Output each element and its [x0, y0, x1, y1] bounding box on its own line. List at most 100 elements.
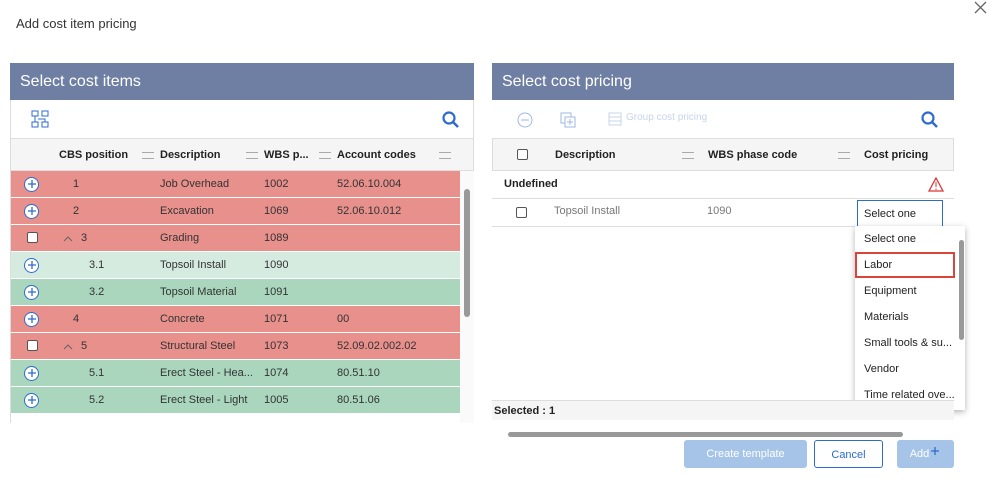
row-checkbox[interactable]	[27, 232, 38, 243]
account-cell: 00	[337, 306, 457, 333]
dropdown-option[interactable]: Equipment	[855, 278, 955, 304]
dialog-title: Add cost item pricing	[16, 16, 137, 31]
add-button[interactable]	[24, 177, 39, 192]
description-cell: Job Overhead	[160, 171, 260, 198]
plus-glyph	[929, 445, 941, 457]
caret[interactable]	[63, 333, 73, 360]
remove-icon[interactable]	[517, 112, 533, 128]
group-row: Undefined	[492, 171, 954, 199]
group-label: Undefined	[504, 171, 558, 199]
dropdown-option[interactable]: Select one	[855, 226, 955, 252]
group-icon[interactable]	[608, 112, 622, 126]
caret[interactable]	[63, 225, 73, 252]
add-button[interactable]	[24, 393, 39, 408]
scroll-thumb[interactable]	[464, 189, 470, 317]
add-button[interactable]	[24, 285, 39, 300]
filter-icon[interactable]	[246, 152, 258, 159]
expand-caret[interactable]	[63, 225, 73, 252]
cbs-cell: 1	[73, 171, 143, 198]
toolbar: Group cost pricing	[492, 100, 954, 138]
group-button[interactable]: Group cost pricing	[626, 112, 707, 123]
description-cell: Grading	[160, 225, 260, 252]
table-row: 3.1Topsoil Install1090	[11, 252, 461, 279]
pricing-row: Topsoil Install1090Select one	[492, 199, 954, 227]
description-cell: Topsoil Material	[160, 279, 260, 306]
description-cell: Erect Steel - Light	[160, 387, 260, 414]
pricing-select[interactable]: Select one	[857, 200, 943, 227]
dropdown-option[interactable]: Small tools & su...	[855, 330, 955, 356]
cbs-cell: 3.1	[89, 252, 159, 279]
cbs-cell: 4	[73, 306, 143, 333]
column-header-row: DescriptionWBS phase codeCost pricing	[492, 138, 954, 171]
toolbar	[10, 100, 474, 138]
cancel-button[interactable]: Cancel	[814, 440, 883, 468]
dropdown-option[interactable]: Materials	[855, 304, 955, 330]
cost-items-table: 1Job Overhead100252.06.10.0042Excavation…	[10, 171, 474, 423]
column-header: Description	[160, 139, 244, 171]
account-cell: 80.51.10	[337, 360, 457, 387]
add-button[interactable]	[24, 312, 39, 327]
hierarchy-icon[interactable]	[31, 110, 49, 128]
column-header: Account codes	[337, 139, 431, 171]
column-header: WBS p...	[264, 139, 317, 171]
select-all-checkbox[interactable]	[517, 149, 528, 160]
account-cell: 52.06.10.012	[337, 198, 457, 225]
filter-icon[interactable]	[682, 152, 694, 159]
wbs-cell: 1071	[264, 306, 332, 333]
plus-glyph	[26, 178, 38, 190]
search-icon[interactable]	[921, 111, 939, 129]
plus-glyph	[26, 367, 38, 379]
filter-icon[interactable]	[142, 152, 154, 159]
add-button[interactable]: Add	[897, 440, 954, 468]
wbs-cell: 1091	[264, 279, 332, 306]
dropdown-option[interactable]: Labor	[855, 252, 955, 278]
create-template-button[interactable]: Create template	[684, 440, 807, 468]
close-button[interactable]	[972, 0, 987, 15]
column-header: Description	[555, 139, 675, 171]
cbs-cell: 3	[81, 225, 151, 252]
horizontal-scroll-thumb[interactable]	[508, 432, 903, 437]
wbs-cell: 1005	[264, 387, 332, 414]
cbs-cell: 5	[81, 333, 151, 360]
filter-icon[interactable]	[319, 152, 331, 159]
filter-icon[interactable]	[439, 152, 451, 159]
cbs-cell: 3.2	[89, 279, 159, 306]
warning-icon	[928, 177, 944, 192]
row-checkbox[interactable]	[516, 207, 527, 218]
add-button[interactable]	[24, 366, 39, 381]
table-row: 1Job Overhead100252.06.10.004	[11, 171, 461, 198]
dropdown-list: Select oneLaborEquipmentMaterialsSmall t…	[855, 226, 965, 410]
add-icon[interactable]	[560, 112, 576, 128]
plus-glyph	[26, 394, 38, 406]
wbs-cell: 1090	[707, 199, 847, 225]
dropdown-option[interactable]: Vendor	[855, 356, 955, 382]
search-icon[interactable]	[442, 111, 460, 129]
wbs-cell: 1074	[264, 360, 332, 387]
table-row: 4 Concrete107100	[11, 306, 461, 333]
row-checkbox[interactable]	[27, 340, 38, 351]
account-cell: 80.51.06	[337, 387, 457, 414]
cbs-cell: 2	[73, 198, 143, 225]
column-header: Cost pricing	[864, 139, 954, 171]
wbs-cell: 1089	[264, 225, 332, 252]
table-row: 2Excavation106952.06.10.012	[11, 198, 461, 225]
wbs-cell: 1073	[264, 333, 332, 360]
description-cell: Topsoil Install	[160, 252, 260, 279]
scroll-thumb[interactable]	[959, 240, 964, 340]
selected-count: Selected : 1	[494, 400, 555, 420]
description-cell: Erect Steel - Hea...	[160, 360, 260, 387]
add-button[interactable]	[24, 258, 39, 273]
wbs-cell: 1002	[264, 171, 332, 198]
plus-glyph	[26, 286, 38, 298]
account-cell: 52.09.02.002.02	[337, 333, 457, 360]
table-row: 5.2Erect Steel - Light100580.51.06	[11, 387, 461, 414]
description-cell: Structural Steel	[160, 333, 260, 360]
cbs-cell: 5.1	[89, 360, 159, 387]
table-row: 3.2Topsoil Material1091	[11, 279, 461, 306]
filter-icon[interactable]	[838, 152, 850, 159]
scrollbar[interactable]	[460, 171, 474, 423]
table-row: 5 Structural Steel107352.09.02.002.02	[11, 333, 461, 360]
add-button[interactable]	[24, 204, 39, 219]
panel-header: Select cost pricing	[492, 63, 954, 100]
description-cell: Concrete	[160, 306, 260, 333]
